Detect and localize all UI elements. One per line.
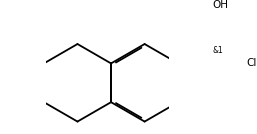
Text: Cl: Cl <box>246 58 257 68</box>
Text: OH: OH <box>212 0 228 10</box>
Text: &1: &1 <box>213 46 223 55</box>
